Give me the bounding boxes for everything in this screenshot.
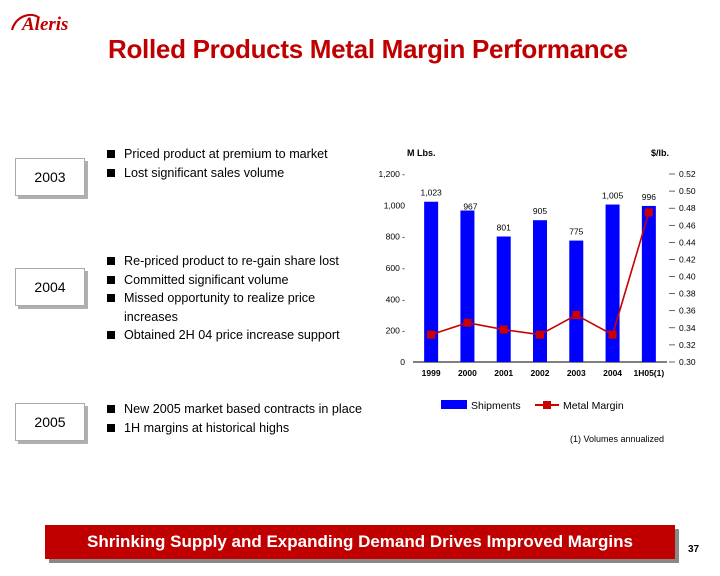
shipments-bar: [496, 236, 511, 362]
title-rule: [108, 68, 698, 69]
logo-swoosh-icon: [10, 13, 39, 31]
year-box-2005: 2005: [15, 403, 85, 441]
legend-margin-marker: [543, 401, 551, 409]
metal-margin-point: [608, 330, 617, 339]
x-tick-label: 2000: [458, 368, 477, 378]
x-tick-label: 2004: [603, 368, 622, 378]
metal-margin-point: [572, 311, 581, 319]
shipments-data-label: 1,005: [602, 191, 624, 201]
x-tick-label: 2001: [494, 368, 513, 378]
list-item: New 2005 market based contracts in place: [106, 400, 362, 419]
metal-margin-point: [499, 325, 508, 334]
logo-text: Aleris: [21, 14, 68, 35]
right-tick-label: 0.34: [679, 323, 696, 333]
legend-shipments-label: Shipments: [471, 400, 521, 412]
right-tick-label: 0.50: [679, 186, 696, 196]
right-tick-label: 0.46: [679, 220, 696, 230]
right-tick-label: 0.44: [679, 237, 696, 247]
right-tick-label: 0.48: [679, 203, 696, 213]
left-tick-label: 800 -: [386, 232, 406, 242]
list-item-continuation: increases: [124, 309, 178, 324]
shipments-data-label: 775: [569, 227, 583, 237]
left-tick-label: 0: [400, 357, 405, 367]
shipments-data-label: 801: [497, 223, 511, 233]
left-axis-label: M Lbs.: [407, 148, 436, 158]
x-tick-label: 2003: [567, 368, 586, 378]
x-tick-label: 1999: [422, 368, 441, 378]
shipments-bar: [641, 205, 656, 362]
shipments-bar: [569, 240, 584, 362]
shipments-data-label: 905: [533, 206, 547, 216]
shipments-data-label: 967: [463, 202, 477, 212]
right-tick-label: 0.40: [679, 272, 696, 282]
left-tick-label: 1,200 -: [379, 169, 406, 179]
right-tick-label: 0.38: [679, 289, 696, 299]
list-item: Committed significant volume: [106, 271, 340, 290]
shipments-bar: [533, 220, 547, 362]
list-item: 1H margins at historical highs: [106, 419, 362, 438]
x-tick-label: 1H05(1): [633, 368, 664, 378]
x-tick-label: 2002: [531, 368, 550, 378]
year-box-2004: 2004: [15, 268, 85, 306]
shipments-bar: [424, 201, 439, 362]
bullets-2004: Re-priced product to re-gain share lost …: [106, 252, 340, 345]
shipments-data-label: 996: [642, 192, 656, 202]
shipments-bar: [460, 210, 475, 362]
right-axis-label: $/lb.: [651, 148, 669, 158]
metal-margin-point: [644, 208, 653, 217]
right-tick-label: 0.32: [679, 340, 696, 350]
list-item: Obtained 2H 04 price increase support: [106, 326, 340, 345]
bullets-2003: Priced product at premium to market Lost…: [106, 145, 328, 182]
left-tick-label: 600 -: [386, 263, 406, 273]
page-number: 37: [688, 544, 700, 555]
left-tick-label: 200 -: [386, 326, 406, 336]
metal-margin-point: [427, 330, 436, 339]
right-tick-label: 0.52: [679, 169, 696, 179]
legend-margin-label: Metal Margin: [563, 400, 624, 412]
bullets-2005: New 2005 market based contracts in place…: [106, 400, 362, 437]
aleris-logo: Aleris: [10, 13, 68, 35]
right-tick-label: 0.30: [679, 357, 696, 367]
metal-margin-point: [463, 318, 472, 327]
list-item: Re-priced product to re-gain share lost: [106, 252, 340, 271]
list-item: Missed opportunity to realize price: [106, 289, 340, 308]
list-item: Priced product at premium to market: [106, 145, 328, 164]
page-title: Rolled Products Metal Margin Performance: [108, 34, 628, 64]
legend-shipments-swatch: [441, 400, 467, 409]
footnote: (1) Volumes annualized: [570, 434, 665, 444]
shipments-data-label: 1,023: [421, 188, 443, 198]
list-item: Lost significant sales volume: [106, 164, 328, 183]
left-tick-label: 400 -: [386, 294, 406, 304]
left-tick-label: 1,000: [384, 200, 406, 210]
right-tick-label: 0.36: [679, 306, 696, 316]
metal-margin-point: [536, 330, 544, 339]
year-box-2003: 2003: [15, 158, 85, 196]
shipments-margin-chart: M Lbs. $/lb. 1,200 - 1,000 800 - 600 - 400 - 20…: [379, 148, 696, 412]
summary-banner: Shrinking Supply and Expanding Demand Dr…: [45, 525, 675, 559]
right-tick-label: 0.42: [679, 254, 696, 264]
